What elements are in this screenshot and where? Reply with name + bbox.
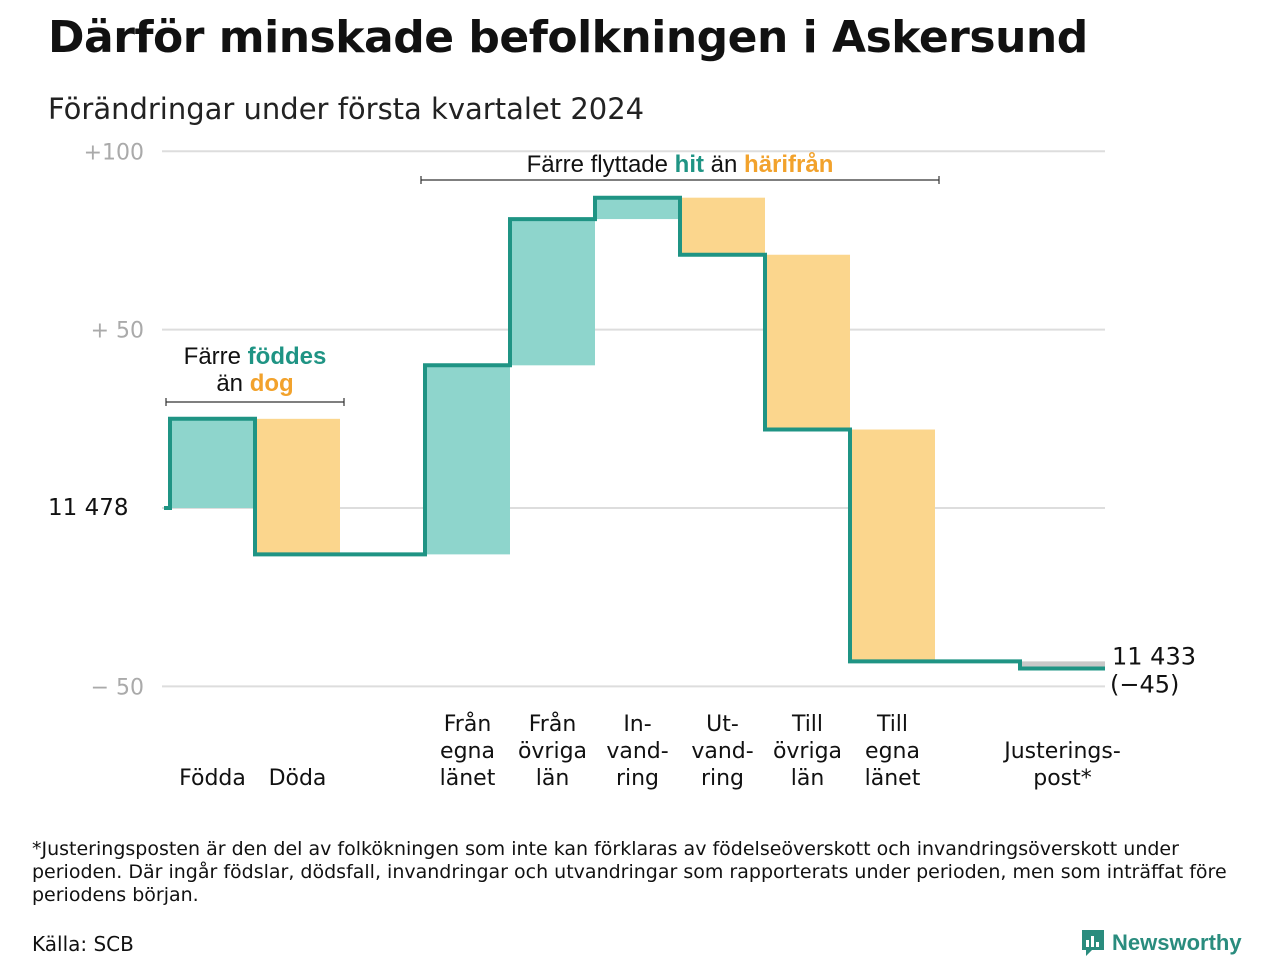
category-label-line: Till (791, 712, 823, 737)
bars (170, 197, 1105, 669)
category-label-3: Från egna länet (440, 711, 496, 791)
category-label-1: Döda (269, 766, 327, 791)
annotation-births-line2-part-0: än (216, 370, 249, 397)
category-label-5: In-vand-ring (606, 712, 668, 791)
y-tick-label-3: − 50 (91, 675, 144, 700)
start-value-label: 11 478 (48, 495, 128, 521)
category-label-6: Ut-vand-ring (691, 712, 753, 791)
footnote: *Justeringsposten är den del av folkökni… (32, 838, 1227, 906)
category-label-line: ring (616, 766, 659, 791)
category-label-line: länet (865, 766, 921, 791)
annotation-migration-part-2: än (704, 151, 744, 178)
category-label-line: Födda (179, 766, 246, 791)
category-label-0: Födda (179, 766, 246, 791)
category-label-10: Justerings-post* (1002, 739, 1121, 791)
bar-4 (510, 219, 595, 366)
category-label-line: Döda (269, 766, 327, 791)
brand-name: Newsworthy (1112, 930, 1242, 955)
bar-1 (255, 418, 340, 555)
category-label-line: övriga (518, 739, 587, 764)
annotation-births-line1-part-1: föddes (248, 343, 327, 370)
category-label-8: Till egna länet (865, 712, 921, 791)
end-value-label: 11 433 (1112, 643, 1196, 671)
annotation-migration: Färre flyttade hit än härifrån (527, 151, 834, 178)
newsworthy-logo-icon (1082, 930, 1104, 956)
category-label-line: Från (529, 711, 577, 737)
annotation-migration-part-0: Färre flyttade (527, 151, 675, 178)
category-label-line: ring (701, 766, 744, 791)
y-tick-label-1: + 50 (91, 319, 144, 344)
category-label-4: Från övriga län (518, 711, 587, 791)
category-label-7: Till övriga län (773, 712, 842, 791)
annotation-births-line1: Färre föddes (184, 343, 327, 370)
bar-6 (680, 197, 765, 255)
category-label-line: egna (865, 739, 920, 764)
annotation-migration-part-1: hit (675, 151, 704, 178)
annotation-migration-part-3: härifrån (744, 151, 833, 178)
y-tick-label-0: +100 (84, 140, 144, 165)
source-note: Källa: SCB (32, 932, 134, 956)
bar-5 (595, 197, 680, 220)
category-label-line: Justerings- (1002, 739, 1121, 764)
bar-3 (425, 365, 510, 555)
category-label-line: vand- (691, 739, 753, 764)
category-label-line: Ut- (706, 712, 739, 737)
bar-10 (1020, 661, 1105, 669)
brand-logo[interactable]: Newsworthy (1080, 928, 1242, 958)
annotation-births-line1-part-0: Färre (184, 343, 248, 370)
category-label-line: länet (440, 766, 496, 791)
category-label-line: vand- (606, 739, 668, 764)
chart-title: Därför minskade befolkningen i Askersund (48, 12, 1088, 63)
gridlines: +100 + 50 − 50 (84, 140, 1105, 700)
category-label-line: In- (623, 712, 651, 737)
chart-subtitle: Förändringar under första kvartalet 2024 (48, 92, 645, 126)
category-label-line: Från (444, 711, 492, 737)
category-label-line: egna (440, 739, 495, 764)
annotation-births-line2-part-1: dog (250, 370, 294, 397)
annotation-births-line2: än dog (216, 370, 293, 397)
end-change-label: (−45) (1110, 671, 1179, 699)
category-label-line: län (536, 766, 570, 791)
population-step-line (164, 195, 1105, 671)
category-label-line: övriga (773, 739, 842, 764)
category-label-line: Till (876, 712, 908, 737)
category-label-line: post* (1033, 766, 1092, 791)
bar-0 (170, 418, 255, 508)
bar-8 (850, 429, 935, 662)
step-line (164, 195, 1105, 671)
category-label-line: län (791, 766, 825, 791)
bar-7 (765, 254, 850, 430)
